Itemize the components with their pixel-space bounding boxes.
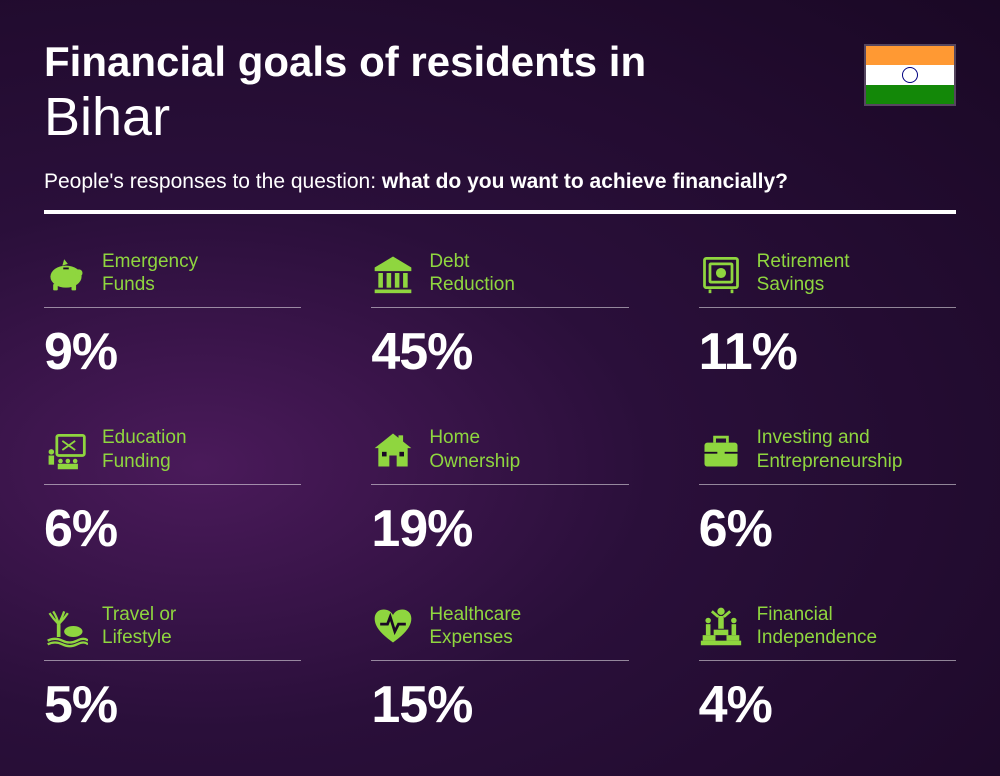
item-divider [371, 484, 628, 485]
goal-label: Healthcare Expenses [429, 603, 521, 651]
bank-icon [371, 251, 415, 295]
goal-label: Financial Independence [757, 603, 877, 651]
goal-value: 19% [371, 499, 628, 559]
goal-item: Emergency Funds 9% [44, 250, 301, 383]
goal-label: Emergency Funds [102, 250, 198, 298]
goal-label: Investing and Entrepreneurship [757, 426, 903, 474]
independence-icon [699, 604, 743, 648]
travel-icon [44, 604, 88, 648]
item-divider [699, 660, 956, 661]
goal-label: Education Funding [102, 426, 187, 474]
goal-value: 15% [371, 675, 628, 735]
safe-icon [699, 251, 743, 295]
goal-value: 6% [699, 499, 956, 559]
goal-item: Healthcare Expenses 15% [371, 603, 628, 736]
title-line2: Bihar [44, 88, 956, 147]
subtitle: People's responses to the question: what… [44, 170, 956, 194]
goal-item: Retirement Savings 11% [699, 250, 956, 383]
subtitle-bold: what do you want to achieve financially? [382, 170, 788, 193]
goal-label: Debt Reduction [429, 250, 515, 298]
briefcase-icon [699, 428, 743, 472]
goal-value: 4% [699, 675, 956, 735]
goal-value: 9% [44, 322, 301, 382]
goal-value: 5% [44, 675, 301, 735]
header-divider [44, 210, 956, 214]
goal-value: 45% [371, 322, 628, 382]
header: Financial goals of residents in Bihar Pe… [44, 38, 956, 214]
house-icon [371, 428, 415, 472]
goal-label: Retirement Savings [757, 250, 850, 298]
goal-item: Investing and Entrepreneurship 6% [699, 426, 956, 559]
goal-value: 6% [44, 499, 301, 559]
healthcare-icon [371, 604, 415, 648]
item-divider [371, 307, 628, 308]
item-divider [699, 484, 956, 485]
item-divider [44, 484, 301, 485]
goal-item: Financial Independence 4% [699, 603, 956, 736]
goals-grid: Emergency Funds 9% Debt Reduction 45% [44, 250, 956, 736]
item-divider [371, 660, 628, 661]
goal-label: Travel or Lifestyle [102, 603, 176, 651]
goal-item: Debt Reduction 45% [371, 250, 628, 383]
goal-value: 11% [699, 322, 956, 382]
title-line1: Financial goals of residents in [44, 38, 956, 86]
item-divider [699, 307, 956, 308]
goal-label: Home Ownership [429, 426, 520, 474]
piggy-bank-icon [44, 251, 88, 295]
goal-item: Travel or Lifestyle 5% [44, 603, 301, 736]
education-icon [44, 428, 88, 472]
item-divider [44, 660, 301, 661]
india-flag-icon [864, 44, 956, 106]
goal-item: Education Funding 6% [44, 426, 301, 559]
subtitle-prefix: People's responses to the question: [44, 170, 382, 193]
item-divider [44, 307, 301, 308]
goal-item: Home Ownership 19% [371, 426, 628, 559]
